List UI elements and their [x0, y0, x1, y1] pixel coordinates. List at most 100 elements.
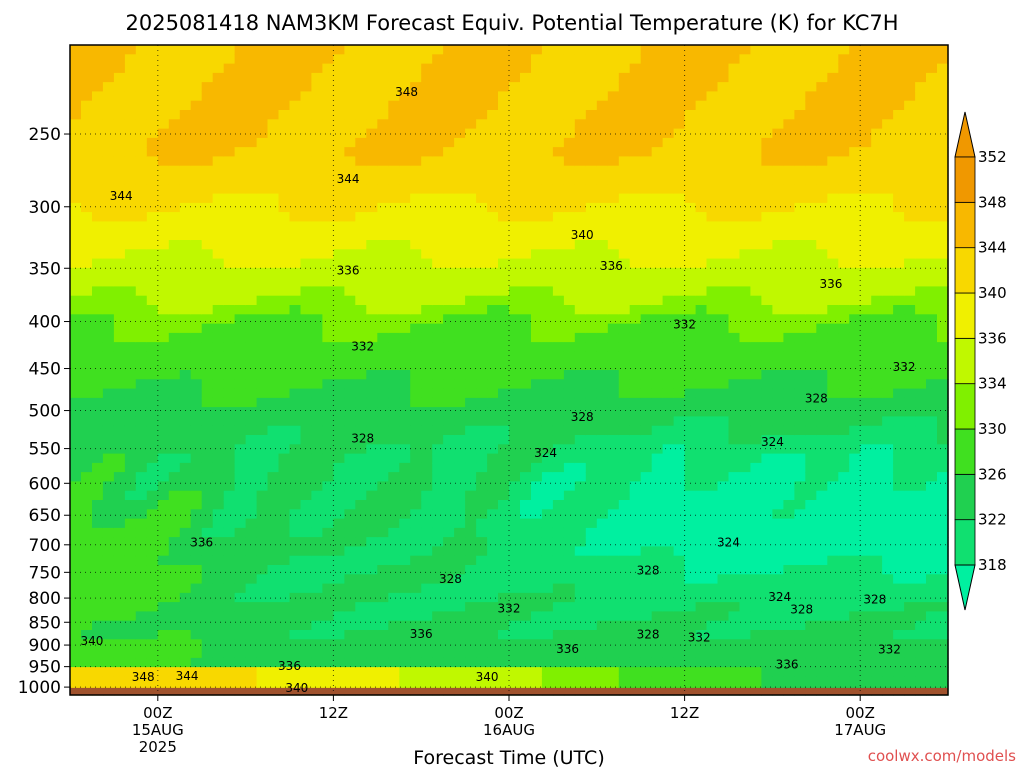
heatmap-cell: [245, 583, 258, 594]
heatmap-cell: [487, 509, 499, 520]
heatmap-cell: [92, 500, 104, 510]
heatmap-cell: [267, 583, 280, 594]
heatmap-cell: [750, 500, 762, 510]
heatmap-cell: [750, 555, 762, 566]
heatmap-cell: [289, 676, 302, 687]
heatmap-cell: [465, 332, 477, 343]
heatmap-cell: [816, 388, 828, 399]
heatmap-cell: [574, 444, 587, 455]
heatmap-cell: [465, 657, 477, 668]
heatmap-cell: [322, 63, 334, 74]
heatmap-cell: [651, 147, 664, 157]
heatmap-cell: [596, 546, 609, 557]
heatmap-cell: [267, 639, 280, 650]
heatmap-cell: [366, 388, 378, 399]
heatmap-cell: [212, 314, 225, 325]
heatmap-cell: [377, 360, 389, 371]
heatmap-cell: [783, 574, 795, 585]
heatmap-cell: [245, 82, 258, 92]
heatmap-cell: [805, 128, 817, 139]
heatmap-cell: [245, 54, 258, 65]
heatmap-cell: [717, 518, 730, 529]
heatmap-cell: [135, 648, 148, 659]
heatmap-cell: [750, 435, 762, 445]
heatmap-cell: [344, 546, 356, 557]
heatmap-cell: [81, 72, 93, 83]
heatmap-cell: [443, 230, 455, 241]
heatmap-cell: [245, 555, 258, 566]
heatmap-cell: [706, 295, 719, 306]
heatmap-cell: [168, 546, 181, 557]
heatmap-cell: [531, 323, 543, 334]
heatmap-cell: [146, 147, 159, 157]
heatmap-cell: [673, 286, 686, 297]
heatmap-cell: [552, 509, 565, 520]
heatmap-cell: [399, 156, 411, 167]
heatmap-cell: [223, 639, 236, 650]
heatmap-cell: [212, 407, 225, 417]
heatmap-cell: [772, 370, 784, 380]
heatmap-cell: [168, 527, 181, 538]
heatmap-cell: [146, 611, 159, 622]
heatmap-cell: [520, 258, 532, 269]
heatmap-cell: [124, 277, 137, 287]
heatmap-cell: [102, 397, 115, 408]
heatmap-cell: [168, 91, 181, 102]
heatmap-cell: [267, 202, 280, 213]
heatmap-cell: [541, 574, 554, 585]
heatmap-cell: [190, 249, 203, 260]
heatmap-cell: [124, 221, 137, 232]
heatmap-cell: [739, 286, 752, 297]
heatmap-cell: [388, 657, 400, 668]
heatmap-cell: [168, 332, 181, 343]
heatmap-cell: [366, 676, 378, 687]
heatmap-cell: [465, 277, 477, 287]
heatmap-cell: [465, 240, 477, 250]
heatmap-cell: [223, 295, 236, 306]
heatmap-cell: [179, 63, 192, 74]
heatmap-cell: [695, 249, 708, 260]
heatmap-cell: [640, 602, 653, 612]
heatmap-cell: [223, 518, 236, 529]
heatmap-cell: [695, 630, 708, 640]
heatmap-cell: [552, 527, 565, 538]
heatmap-cell: [135, 657, 148, 668]
heatmap-cell: [81, 221, 93, 232]
heatmap-cell: [662, 91, 675, 102]
heatmap-cell: [563, 258, 576, 269]
heatmap-cell: [245, 230, 258, 241]
heatmap-cell: [92, 277, 104, 287]
heatmap-cell: [70, 277, 82, 287]
heatmap-cell: [256, 462, 269, 473]
heatmap-cell: [245, 295, 258, 306]
heatmap-cell: [673, 518, 686, 529]
heatmap-cell: [146, 667, 159, 677]
heatmap-cell: [816, 110, 828, 120]
heatmap-cell: [212, 472, 225, 482]
heatmap-cell: [717, 165, 730, 176]
heatmap-cell: [816, 537, 828, 547]
heatmap-cell: [201, 500, 214, 510]
heatmap-cell: [816, 425, 828, 436]
heatmap-cell: [355, 100, 367, 111]
heatmap-cell: [333, 202, 345, 213]
heatmap-cell: [443, 592, 455, 603]
heatmap-cell: [585, 667, 598, 677]
heatmap-cell: [278, 45, 291, 55]
heatmap-cell: [585, 91, 598, 102]
heatmap-cell: [102, 212, 115, 222]
heatmap-cell: [629, 193, 642, 204]
heatmap-cell: [355, 453, 367, 464]
heatmap-cell: [355, 490, 367, 501]
heatmap-cell: [234, 555, 247, 566]
heatmap-cell: [289, 407, 302, 417]
heatmap-cell: [585, 379, 598, 390]
heatmap-cell: [695, 565, 708, 575]
heatmap-cell: [783, 184, 795, 195]
heatmap-cell: [509, 630, 521, 640]
heatmap-cell: [541, 295, 554, 306]
heatmap-cell: [695, 397, 708, 408]
heatmap-cell: [179, 527, 192, 538]
heatmap-cell: [289, 277, 302, 287]
